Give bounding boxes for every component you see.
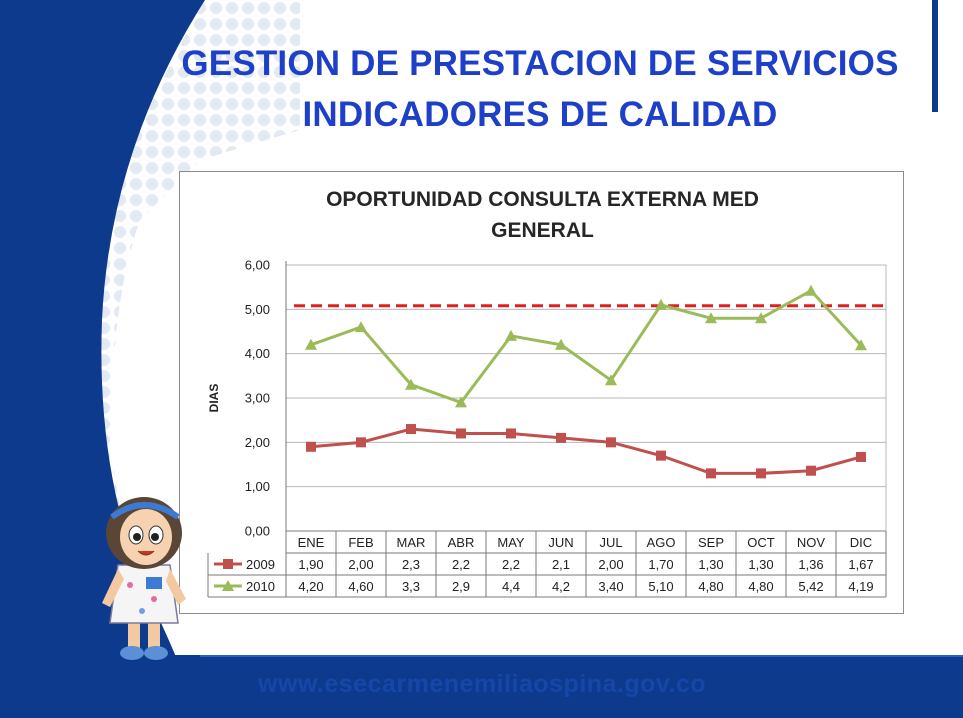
website-url[interactable]: www.esecarmenemiliaospina.gov.co [258, 670, 707, 698]
series-line-2009 [310, 427, 862, 475]
table-value-2010: 4,80 [748, 579, 773, 594]
category-label: AGO [647, 535, 676, 550]
data-point-2009 [456, 428, 466, 439]
data-point-2010 [755, 312, 767, 324]
data-point-2009 [306, 441, 316, 452]
chart-title-line-2: GENERAL [491, 219, 594, 242]
data-point-2009 [406, 424, 416, 435]
category-label: JUN [548, 535, 573, 550]
table-value-2010: 4,2 [552, 579, 570, 594]
data-point-2010 [705, 312, 717, 324]
legend-label-2010: 2010 [246, 579, 275, 594]
data-point-2010 [305, 338, 317, 350]
table-value-2010: 3,3 [402, 579, 420, 594]
table-value-2009: 2,3 [402, 557, 420, 572]
table-value-2009: 1,70 [648, 557, 673, 572]
table-value-2009: 1,30 [748, 557, 773, 572]
table-value-2010: 4,4 [502, 579, 520, 594]
y-tick-label: 1,00 [245, 479, 270, 494]
data-point-2010 [455, 396, 467, 408]
series-line-2010 [310, 288, 863, 405]
table-value-2010: 3,40 [598, 579, 623, 594]
category-label: OCT [747, 535, 775, 550]
category-label: JUL [599, 535, 622, 550]
table-value-2010: 4,60 [348, 579, 373, 594]
y-tick-label: 6,00 [245, 258, 270, 273]
category-label: SEP [698, 535, 724, 550]
data-point-2009 [806, 465, 816, 476]
data-point-2009 [356, 437, 366, 448]
category-label: NOV [797, 535, 826, 550]
table-value-2009: 1,90 [298, 557, 323, 572]
y-tick-label: 2,00 [245, 435, 270, 450]
table-value-2009: 1,36 [798, 557, 823, 572]
data-point-2010 [555, 338, 567, 350]
table-value-2010: 2,9 [452, 579, 470, 594]
category-label: DIC [850, 535, 872, 550]
table-value-2010: 5,10 [648, 579, 673, 594]
y-tick-label: 3,00 [245, 391, 270, 406]
data-point-2010 [655, 298, 667, 310]
data-point-2009 [756, 468, 766, 479]
table-value-2010: 4,20 [298, 579, 323, 594]
category-label: ENE [298, 535, 325, 550]
table-value-2010: 4,19 [848, 579, 873, 594]
category-label: ABR [448, 535, 475, 550]
data-point-2010 [855, 339, 867, 351]
category-label: MAY [497, 535, 525, 550]
table-value-2010: 5,42 [798, 579, 823, 594]
data-point-2010 [405, 378, 417, 390]
data-point-2010 [505, 329, 517, 341]
slide-title-line-1: GESTION DE PRESTACION DE SERVICIOS [181, 44, 899, 83]
table-value-2009: 2,2 [452, 557, 470, 572]
y-axis-label: DIAS [207, 384, 221, 413]
table-value-2009: 2,2 [502, 557, 520, 572]
data-point-2009 [656, 450, 666, 461]
data-point-2009 [706, 468, 716, 479]
y-tick-label: 4,00 [245, 346, 270, 361]
table-value-2009: 2,00 [348, 557, 373, 572]
chart-container: OPORTUNIDAD CONSULTA EXTERNA MED GENERAL… [179, 171, 904, 614]
legend-marker-2010 [222, 580, 234, 591]
slide-title-line-2: INDICADORES DE CALIDAD [302, 95, 778, 134]
data-point-2009 [506, 428, 516, 439]
table-value-2010: 4,80 [698, 579, 723, 594]
mascot-illustration [102, 497, 186, 660]
category-label: MAR [397, 535, 426, 550]
table-value-2009: 2,00 [598, 557, 623, 572]
legend-marker-2009 [223, 559, 233, 569]
table-value-2009: 2,1 [552, 557, 570, 572]
data-point-2010 [605, 374, 617, 386]
y-tick-label: 5,00 [245, 302, 270, 317]
chart-title-line-1: OPORTUNIDAD CONSULTA EXTERNA MED [326, 188, 759, 211]
legend-label-2009: 2009 [246, 557, 275, 572]
category-label: FEB [348, 535, 373, 550]
data-point-2009 [606, 437, 616, 448]
data-point-2010 [805, 284, 817, 296]
data-point-2009 [856, 451, 866, 462]
y-tick-label: 0,00 [245, 524, 270, 539]
line-chart: 0,00 1,00 2,00 3,00 4,00 5,00 6,00 DIAS ENE FEB MA… [207, 258, 887, 598]
data-point-2009 [556, 432, 566, 443]
data-point-2010 [355, 321, 367, 333]
table-value-2009: 1,30 [698, 557, 723, 572]
table-value-2009: 1,67 [848, 557, 873, 572]
